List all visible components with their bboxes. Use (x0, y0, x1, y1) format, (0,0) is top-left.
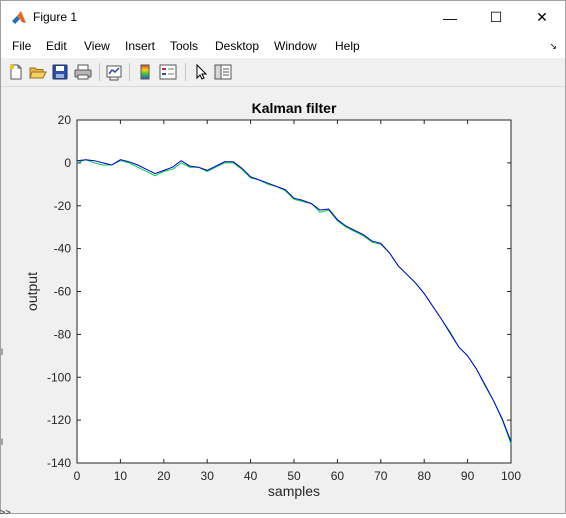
x-tick-label: 20 (157, 469, 171, 483)
y-tick-label: -140 (47, 456, 71, 470)
y-tick-label: 20 (58, 113, 72, 127)
open-file-icon[interactable] (29, 63, 47, 81)
maximize-button[interactable]: ☐ (473, 1, 519, 34)
toolbar (1, 58, 565, 87)
y-tick-label: -100 (47, 370, 71, 384)
y-tick-label: -20 (54, 199, 72, 213)
maximize-icon: ☐ (489, 9, 503, 25)
close-button[interactable]: ✕ (519, 1, 565, 34)
kalman-chart: 0 10 20 30 40 50 60 70 80 90 100 20 0 -20 -40 -60 -80 -10… (24, 100, 521, 499)
dock-arrow-icon[interactable]: ↘ (549, 41, 557, 51)
minimize-icon: — (443, 9, 457, 26)
x-tick-label: 100 (501, 469, 521, 483)
x-tick-label: 50 (287, 469, 301, 483)
pointer-icon[interactable] (192, 63, 210, 81)
menu-insert[interactable]: Insert (125, 39, 156, 53)
new-figure-icon[interactable] (7, 63, 25, 81)
y-tick-label: -80 (54, 327, 72, 341)
y-tick-label: -60 (54, 285, 72, 299)
background-glyph: l (1, 347, 3, 357)
command-prompt: >> (0, 508, 11, 518)
x-tick-label: 30 (201, 469, 215, 483)
y-tick-label: -40 (54, 242, 72, 256)
legend-icon[interactable] (159, 63, 177, 81)
toolbar-separator (185, 63, 186, 81)
x-tick-label: 40 (244, 469, 258, 483)
y-tick-label: -120 (47, 413, 71, 427)
y-axis-label: output (24, 272, 40, 311)
x-tick-label: 60 (331, 469, 345, 483)
menu-edit[interactable]: Edit (46, 39, 67, 53)
x-axis-label: samples (268, 483, 320, 499)
chart-title: Kalman filter (252, 100, 337, 116)
window-title: Figure 1 (33, 10, 78, 24)
x-tick-label: 10 (114, 469, 128, 483)
menu-window[interactable]: Window (274, 39, 317, 53)
property-inspector-icon[interactable] (214, 63, 232, 81)
x-tick-label: 90 (461, 469, 475, 483)
x-tick-label: 80 (418, 469, 432, 483)
colorbar-icon[interactable] (136, 63, 154, 81)
minimize-button[interactable]: — (427, 1, 473, 34)
print-icon[interactable] (74, 63, 92, 81)
save-icon[interactable] (51, 63, 69, 81)
x-tick-label: 70 (374, 469, 388, 483)
menu-file[interactable]: File (12, 39, 32, 53)
figure-canvas: 0 10 20 30 40 50 60 70 80 90 100 20 0 -20 -40 -60 -80 -10… (1, 87, 565, 513)
menu-help[interactable]: Help (335, 39, 360, 53)
axes-box[interactable] (76, 119, 512, 464)
menu-bar: File Edit View Insert Tools Desktop Wind… (1, 34, 565, 58)
x-tick-label: 0 (74, 469, 81, 483)
y-tick-label: 0 (64, 156, 71, 170)
close-icon: ✕ (536, 9, 548, 25)
background-glyph: l (1, 437, 3, 447)
link-plot-icon[interactable] (105, 63, 123, 81)
menu-desktop[interactable]: Desktop (215, 39, 260, 53)
title-bar[interactable]: Figure 1 — ☐ ✕ (1, 1, 565, 34)
menu-view[interactable]: View (84, 39, 110, 53)
axis-ticks: 0 10 20 30 40 50 60 70 80 90 100 20 0 -20 -40 -60 -80 -10… (47, 113, 521, 483)
toolbar-separator (99, 63, 100, 81)
menu-tools[interactable]: Tools (170, 39, 199, 53)
toolbar-separator (129, 63, 130, 81)
matlab-logo-icon (12, 11, 26, 24)
series-lines (76, 159, 512, 444)
series-line-2 (76, 159, 512, 442)
